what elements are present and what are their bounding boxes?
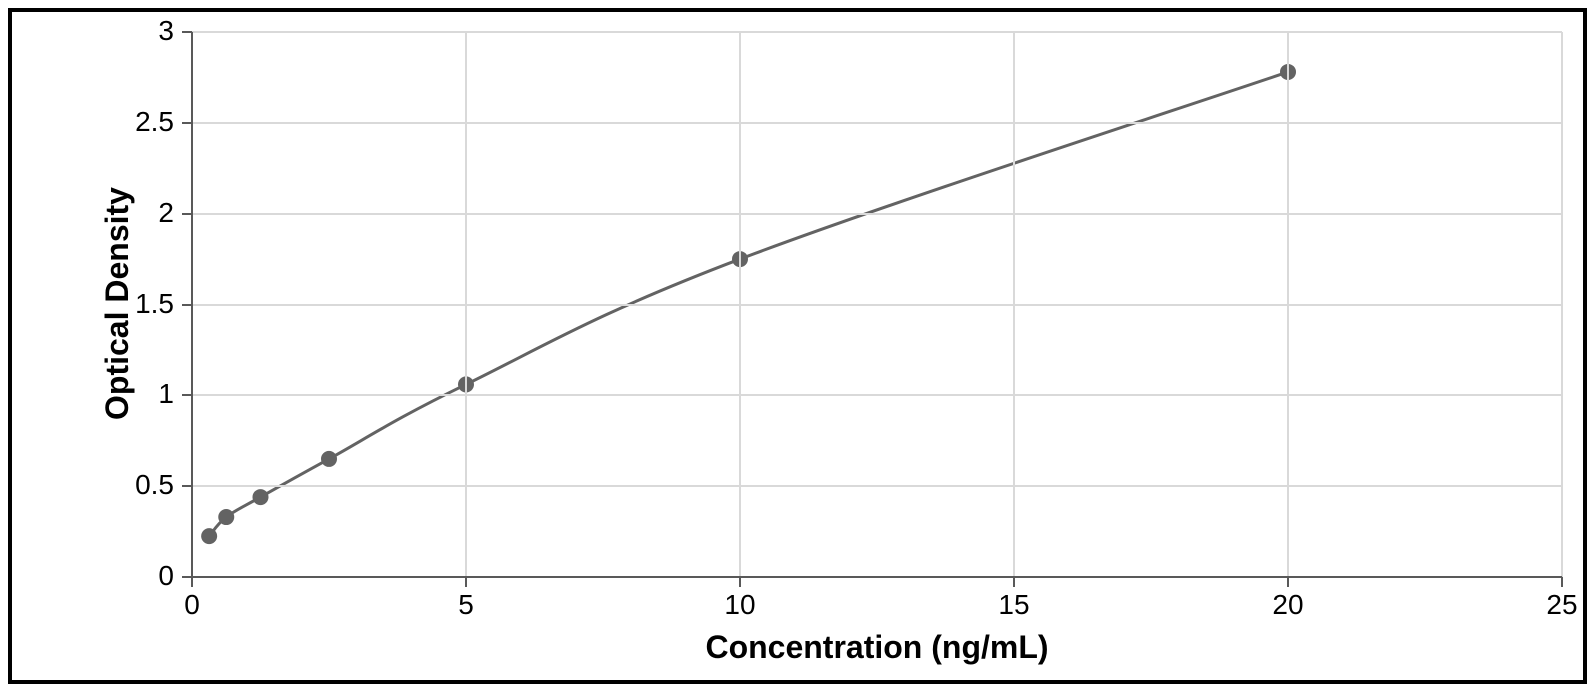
y-tick xyxy=(182,213,192,215)
grid-line-horizontal xyxy=(192,31,1562,33)
y-tick xyxy=(182,485,192,487)
y-tick xyxy=(182,304,192,306)
grid-line-horizontal xyxy=(192,485,1562,487)
x-axis-title: Concentration (ng/mL) xyxy=(192,629,1562,666)
y-tick-label: 0 xyxy=(114,560,174,592)
y-tick-label: 1 xyxy=(114,378,174,410)
x-tick-label: 0 xyxy=(162,589,222,621)
x-tick xyxy=(1013,577,1015,587)
x-tick xyxy=(1287,577,1289,587)
x-tick xyxy=(465,577,467,587)
x-tick-label: 10 xyxy=(710,589,770,621)
y-tick-label: 0.5 xyxy=(114,469,174,501)
data-marker xyxy=(218,509,234,525)
data-marker xyxy=(201,528,217,544)
chart-svg xyxy=(12,12,1591,688)
data-marker xyxy=(321,451,337,467)
grid-line-horizontal xyxy=(192,122,1562,124)
x-tick-label: 25 xyxy=(1532,589,1592,621)
y-tick xyxy=(182,122,192,124)
grid-line-horizontal xyxy=(192,213,1562,215)
y-tick-label: 1.5 xyxy=(114,288,174,320)
chart-frame: Optical Density Concentration (ng/mL) 05… xyxy=(8,8,1587,684)
grid-line-horizontal xyxy=(192,394,1562,396)
y-tick xyxy=(182,394,192,396)
data-marker xyxy=(253,489,269,505)
y-tick-label: 2.5 xyxy=(114,106,174,138)
y-tick-label: 2 xyxy=(114,197,174,229)
x-tick xyxy=(739,577,741,587)
x-tick xyxy=(1561,577,1563,587)
x-tick-label: 15 xyxy=(984,589,1044,621)
y-tick xyxy=(182,576,192,578)
y-tick-label: 3 xyxy=(114,15,174,47)
x-tick xyxy=(191,577,193,587)
x-axis-line xyxy=(192,576,1562,578)
x-tick-label: 5 xyxy=(436,589,496,621)
x-tick-label: 20 xyxy=(1258,589,1318,621)
grid-line-horizontal xyxy=(192,304,1562,306)
y-tick xyxy=(182,31,192,33)
